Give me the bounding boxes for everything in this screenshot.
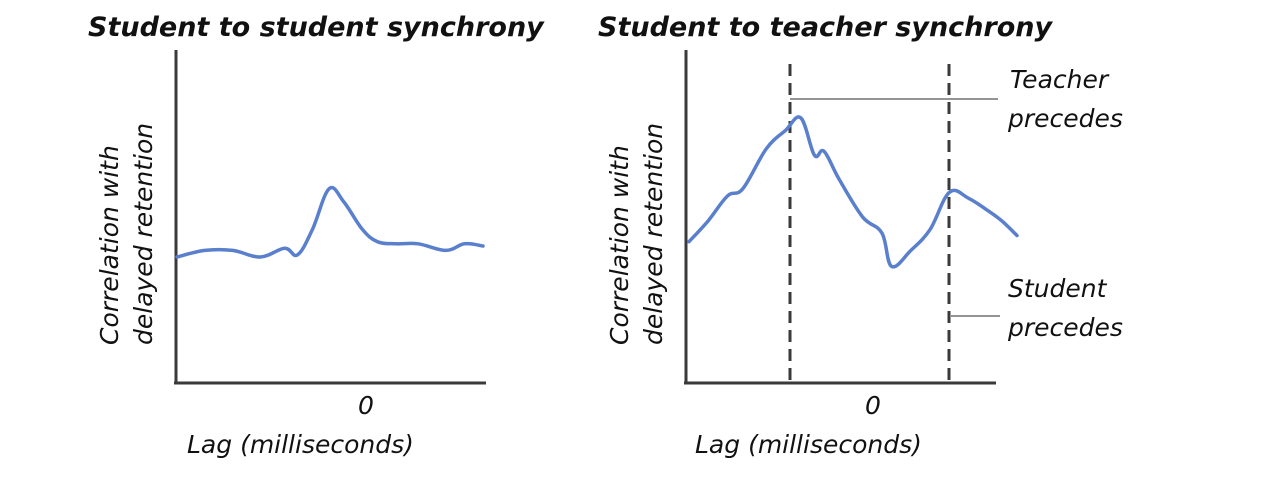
y-axis-label-line2: delayed retention: [639, 123, 668, 345]
series-line: [175, 185, 485, 259]
x-axis-label: Lag (milliseconds): [695, 430, 922, 459]
y-axis-label: Correlation with delayed retention: [605, 123, 668, 345]
student-precedes-label-line1: Student: [1008, 274, 1108, 303]
x-tick-zero: 0: [358, 391, 374, 420]
chart-student-to-student: Student to student synchrony Correlation…: [88, 12, 545, 459]
chart-title: Student to teacher synchrony: [598, 12, 1053, 43]
y-axis-label-line2: delayed retention: [129, 123, 158, 345]
series-line: [687, 115, 1019, 269]
x-tick-zero: 0: [865, 391, 881, 420]
y-axis-label-line1: Correlation with: [605, 145, 634, 345]
student-precedes-label-line2: precedes: [1007, 313, 1123, 342]
y-axis-label-line1: Correlation with: [95, 145, 124, 345]
teacher-precedes-label-line1: Teacher: [1010, 65, 1110, 94]
teacher-precedes-label-line2: precedes: [1007, 104, 1123, 133]
y-axis-label: Correlation with delayed retention: [95, 123, 158, 345]
x-axis-label: Lag (milliseconds): [187, 430, 414, 459]
chart-student-to-teacher: Student to teacher synchrony Correlation…: [598, 12, 1123, 459]
chart-title: Student to student synchrony: [88, 12, 545, 43]
